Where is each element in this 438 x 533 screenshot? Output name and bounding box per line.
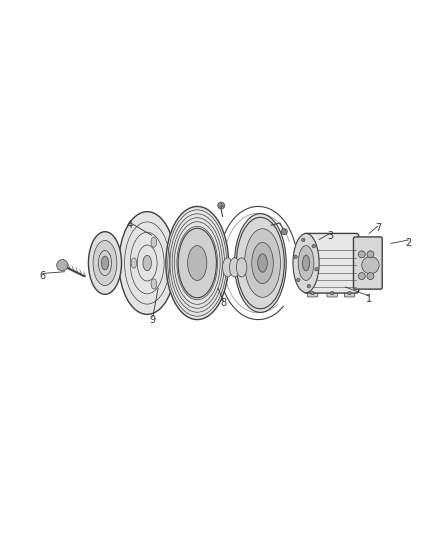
Circle shape — [281, 229, 287, 235]
Ellipse shape — [93, 240, 117, 286]
FancyBboxPatch shape — [307, 289, 318, 297]
Ellipse shape — [187, 246, 207, 280]
Text: 1: 1 — [366, 294, 372, 304]
Ellipse shape — [101, 256, 109, 270]
Text: 9: 9 — [150, 314, 156, 325]
Ellipse shape — [293, 233, 319, 293]
FancyBboxPatch shape — [327, 289, 337, 297]
FancyBboxPatch shape — [304, 233, 359, 293]
Text: 4: 4 — [127, 220, 133, 230]
Ellipse shape — [166, 206, 229, 320]
Circle shape — [362, 256, 379, 274]
Ellipse shape — [151, 237, 157, 247]
FancyBboxPatch shape — [353, 237, 382, 289]
Ellipse shape — [298, 246, 314, 280]
Ellipse shape — [151, 279, 157, 289]
Circle shape — [315, 268, 318, 271]
Circle shape — [358, 251, 365, 258]
Circle shape — [307, 285, 311, 288]
Ellipse shape — [131, 258, 137, 268]
Circle shape — [348, 292, 351, 295]
Circle shape — [294, 255, 297, 259]
Circle shape — [311, 292, 314, 295]
Ellipse shape — [244, 229, 280, 297]
Circle shape — [218, 202, 225, 209]
Circle shape — [301, 238, 305, 241]
Circle shape — [297, 278, 300, 281]
Ellipse shape — [295, 240, 313, 286]
Circle shape — [358, 272, 365, 279]
Circle shape — [330, 292, 334, 295]
Circle shape — [57, 260, 68, 271]
Ellipse shape — [88, 232, 121, 294]
Ellipse shape — [303, 255, 310, 271]
Ellipse shape — [237, 258, 247, 277]
Text: 3: 3 — [327, 231, 333, 241]
Text: 7: 7 — [375, 223, 381, 233]
Ellipse shape — [230, 258, 240, 277]
Circle shape — [367, 251, 374, 258]
Text: 2: 2 — [405, 238, 411, 247]
Ellipse shape — [300, 252, 308, 274]
Text: 8: 8 — [220, 298, 226, 309]
Ellipse shape — [119, 212, 176, 314]
Text: 6: 6 — [40, 271, 46, 281]
Ellipse shape — [258, 254, 267, 272]
Ellipse shape — [143, 255, 152, 271]
Ellipse shape — [234, 214, 286, 312]
Circle shape — [367, 272, 374, 279]
Ellipse shape — [223, 258, 233, 277]
Ellipse shape — [252, 243, 273, 284]
Circle shape — [312, 244, 315, 248]
Ellipse shape — [237, 217, 284, 309]
FancyBboxPatch shape — [344, 289, 355, 297]
Ellipse shape — [178, 228, 216, 298]
